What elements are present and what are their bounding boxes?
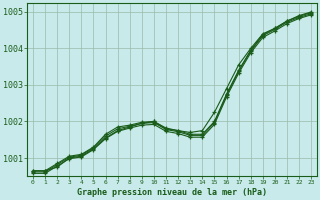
X-axis label: Graphe pression niveau de la mer (hPa): Graphe pression niveau de la mer (hPa) [77, 188, 267, 197]
